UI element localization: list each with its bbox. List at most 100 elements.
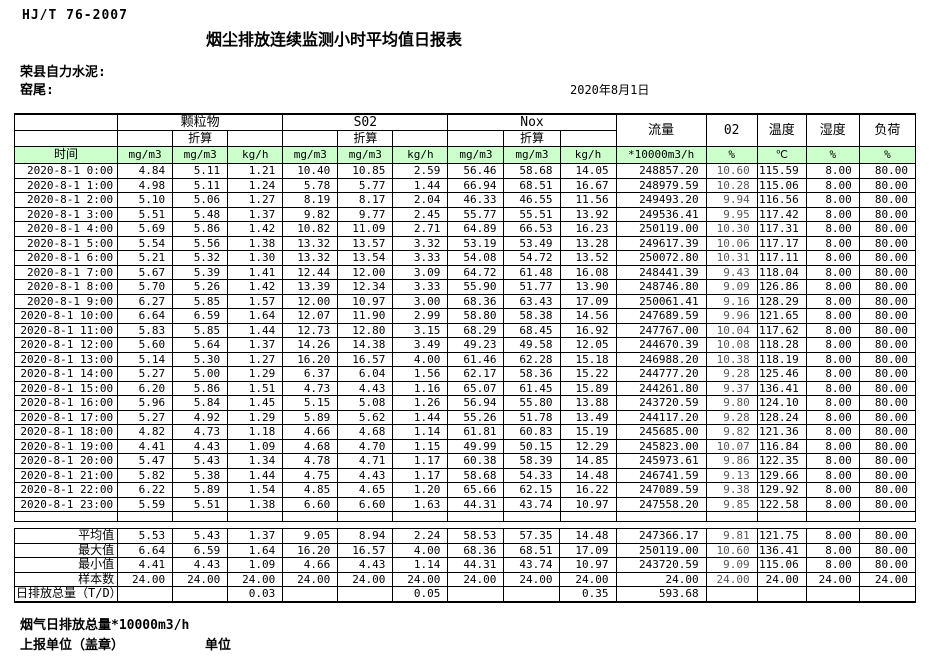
table-row: 2020-8-1 2:00 5.10 5.06 1.27 8.19 8.17 2.04 46.… bbox=[13, 192, 917, 208]
cell-nox-kgh: 12.29 bbox=[559, 438, 617, 454]
cell-nox-mgm3: 65.66 bbox=[447, 482, 505, 498]
cell-nox-mgm3: 65.07 bbox=[447, 380, 505, 396]
cell-so2-mgm3: 14.26 bbox=[282, 337, 339, 353]
cell-pm-converted-mgm3: 6.59 bbox=[172, 542, 229, 558]
cell-o2 bbox=[705, 586, 758, 603]
cell-pm-mgm3: 5.83 bbox=[117, 322, 174, 338]
cell-temp: 128.29 bbox=[756, 293, 807, 309]
cell-o2: 9.82 bbox=[705, 424, 758, 440]
table-row-label: 2020-8-1 13:00 bbox=[13, 351, 119, 367]
cell-nox-kgh: 14.85 bbox=[559, 453, 617, 469]
cell-humidity bbox=[805, 586, 860, 603]
cell-load: 80.00 bbox=[858, 308, 917, 324]
header-o2: 02 bbox=[705, 113, 758, 147]
cell-nox-kgh: 14.48 bbox=[559, 467, 617, 483]
cell-nox-mgm3: 64.89 bbox=[447, 221, 505, 237]
cell-flow: 249493.20 bbox=[615, 192, 707, 208]
cell-nox-converted-mgm3: 53.49 bbox=[503, 235, 561, 251]
cell-so2-mgm3: 10.82 bbox=[282, 221, 339, 237]
cell-o2: 10.06 bbox=[705, 235, 758, 251]
cell-pm-mgm3: 5.51 bbox=[117, 206, 174, 222]
cell-so2-converted-mgm3: 12.80 bbox=[337, 322, 394, 338]
unit-so2-kgh: kg/h bbox=[392, 146, 449, 164]
cell-humidity: 8.00 bbox=[805, 409, 860, 425]
cell-so2-converted-mgm3: 12.34 bbox=[337, 279, 394, 295]
cell-flow: 248857.20 bbox=[615, 163, 707, 179]
cell-pm-mgm3: 6.22 bbox=[117, 482, 174, 498]
cell-temp: 122.58 bbox=[756, 496, 807, 512]
cell-so2-mgm3: 10.40 bbox=[282, 163, 339, 179]
cell-so2-converted-mgm3: 4.65 bbox=[337, 482, 394, 498]
flue-gas-total-label: 烟气日排放总量*10000m3/h bbox=[20, 618, 190, 633]
cell-flow: 244670.39 bbox=[615, 337, 707, 353]
cell-so2-kgh: 2.59 bbox=[392, 163, 449, 179]
unit-humidity: % bbox=[805, 146, 860, 164]
cell-nox-mgm3: 56.46 bbox=[447, 163, 505, 179]
cell-so2-mgm3: 24.00 bbox=[282, 571, 339, 587]
cell-humidity: 8.00 bbox=[805, 395, 860, 411]
cell-load: 80.00 bbox=[858, 366, 917, 382]
cell-so2-kgh: 1.15 bbox=[392, 438, 449, 454]
cell-humidity: 8.00 bbox=[805, 438, 860, 454]
table-row-label: 2020-8-1 5:00 bbox=[13, 235, 119, 251]
cell-flow: 246741.59 bbox=[615, 467, 707, 483]
cell-temp: 115.59 bbox=[756, 163, 807, 179]
header-blank bbox=[117, 130, 174, 147]
cell-pm-mgm3: 6.27 bbox=[117, 293, 174, 309]
table-row-label: 2020-8-1 15:00 bbox=[13, 380, 119, 396]
cell-pm-converted-mgm3: 5.84 bbox=[172, 395, 229, 411]
cell-nox-mgm3: 55.90 bbox=[447, 279, 505, 295]
table-row: 2020-8-1 18:00 4.82 4.73 1.18 4.66 4.68 1.14 61… bbox=[13, 424, 917, 440]
summary-row-label: 平均值 bbox=[13, 528, 119, 544]
unit-pm-converted: mg/m3 bbox=[172, 146, 229, 164]
header-blank bbox=[13, 130, 119, 147]
cell-nox-mgm3: 44.31 bbox=[447, 496, 505, 512]
cell-so2-kgh: 3.00 bbox=[392, 293, 449, 309]
empty-cell bbox=[172, 511, 229, 522]
cell-so2-converted-mgm3: 24.00 bbox=[337, 571, 394, 587]
cell-pm-kgh: 1.42 bbox=[227, 279, 284, 295]
cell-nox-converted-mgm3: 43.74 bbox=[503, 496, 561, 512]
cell-load: 80.00 bbox=[858, 293, 917, 309]
cell-temp: 129.92 bbox=[756, 482, 807, 498]
cell-humidity: 8.00 bbox=[805, 337, 860, 353]
cell-flow: 247767.00 bbox=[615, 322, 707, 338]
cell-humidity: 8.00 bbox=[805, 250, 860, 266]
cell-pm-kgh: 1.41 bbox=[227, 264, 284, 280]
cell-flow: 249617.39 bbox=[615, 235, 707, 251]
cell-o2: 9.95 bbox=[705, 206, 758, 222]
cell-pm-mgm3: 5.96 bbox=[117, 395, 174, 411]
cell-humidity: 8.00 bbox=[805, 163, 860, 179]
table-row: 2020-8-1 23:00 5.59 5.51 1.38 6.60 6.60 1.63 44… bbox=[13, 496, 917, 512]
cell-so2-mgm3 bbox=[282, 586, 339, 603]
cell-nox-kgh: 13.28 bbox=[559, 235, 617, 251]
cell-flow: 243720.59 bbox=[615, 557, 707, 573]
cell-load: 80.00 bbox=[858, 351, 917, 367]
table-row: 2020-8-1 15:00 6.20 5.86 1.51 4.73 4.43 1.16 65… bbox=[13, 380, 917, 396]
cell-nox-kgh: 16.22 bbox=[559, 482, 617, 498]
header-pm-converted: 折算 bbox=[172, 130, 229, 147]
cell-nox-mgm3: 62.17 bbox=[447, 366, 505, 382]
cell-nox-mgm3: 55.26 bbox=[447, 409, 505, 425]
cell-nox-kgh: 13.52 bbox=[559, 250, 617, 266]
cell-pm-kgh: 1.64 bbox=[227, 308, 284, 324]
header-so2-group: S02 bbox=[282, 113, 449, 131]
cell-so2-mgm3: 8.19 bbox=[282, 192, 339, 208]
cell-so2-converted-mgm3: 9.77 bbox=[337, 206, 394, 222]
cell-so2-converted-mgm3: 8.17 bbox=[337, 192, 394, 208]
cell-so2-converted-mgm3: 4.43 bbox=[337, 380, 394, 396]
cell-flow: 245973.61 bbox=[615, 453, 707, 469]
cell-so2-kgh: 1.63 bbox=[392, 496, 449, 512]
cell-nox-kgh: 16.92 bbox=[559, 322, 617, 338]
unit-label: 单位 bbox=[205, 638, 232, 653]
cell-nox-mgm3: 58.80 bbox=[447, 308, 505, 324]
cell-o2: 10.60 bbox=[705, 163, 758, 179]
header-temp: 温度 bbox=[756, 113, 807, 147]
cell-pm-converted-mgm3: 5.89 bbox=[172, 482, 229, 498]
unit-so2-converted: mg/m3 bbox=[337, 146, 394, 164]
empty-cell bbox=[392, 511, 449, 522]
cell-nox-converted-mgm3: 68.51 bbox=[503, 177, 561, 193]
cell-nox-mgm3: 68.36 bbox=[447, 542, 505, 558]
cell-temp: 117.11 bbox=[756, 250, 807, 266]
cell-temp bbox=[756, 586, 807, 603]
